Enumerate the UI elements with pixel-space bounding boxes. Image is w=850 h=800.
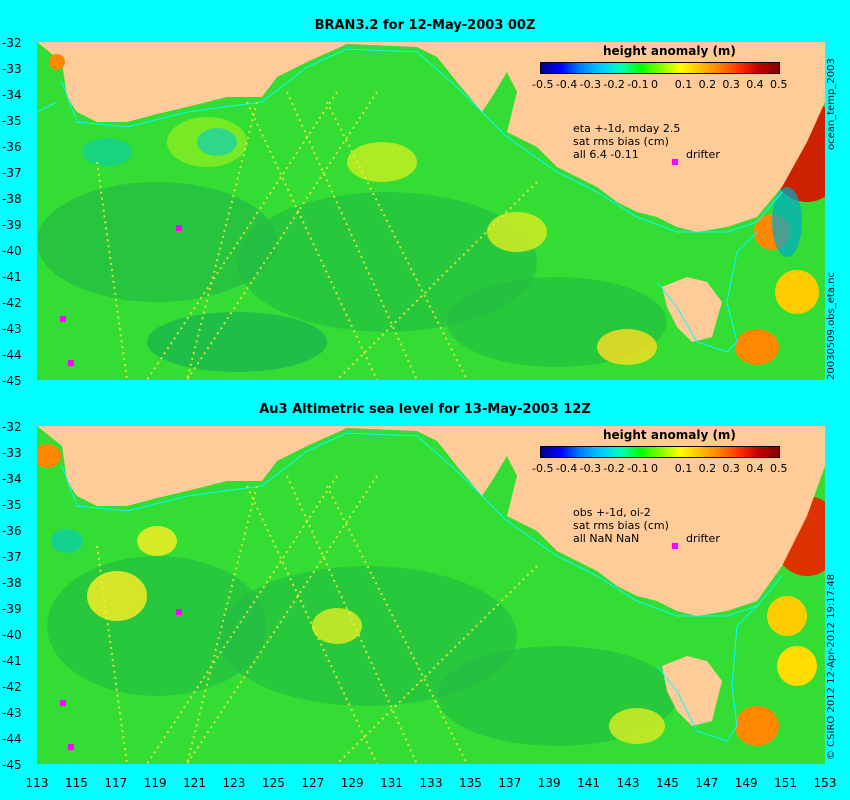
lon-tick-label: 121	[183, 776, 207, 790]
top-note: eta +-1d, mday 2.5 sat rms bias (cm) all…	[573, 122, 681, 161]
side-label-bottom: © CSIRO 2012 12-Apr-2012 19:17:48	[826, 573, 837, 760]
lon-tick-label: 135	[458, 776, 482, 790]
lat-tick-label: -37	[2, 166, 22, 180]
lat-tick-label: -39	[2, 602, 22, 616]
drifter-marker	[60, 316, 66, 322]
lat-tick-label: -32	[2, 420, 22, 434]
lon-tick-label: 123	[222, 776, 246, 790]
colorbar-tick-label: -0.4	[555, 462, 578, 475]
colorbar-tick-label: -0.2	[603, 78, 625, 91]
lat-tick-label: -33	[2, 446, 22, 460]
lon-tick-label: 115	[64, 776, 88, 790]
colorbar-tick-label: -0.1	[627, 78, 649, 91]
lat-tick-label: -41	[2, 654, 22, 668]
colorbar-tick-label: -0.1	[627, 462, 649, 475]
lon-tick-label: 145	[655, 776, 679, 790]
colorbar-tick-label: 0.3	[722, 462, 740, 475]
drifter-marker	[68, 360, 74, 366]
top-colorbar	[540, 62, 780, 74]
side-label-top-lower: 20030509.obs_eta.nc	[826, 272, 837, 380]
drifter-marker	[176, 609, 182, 615]
drifter-marker	[176, 225, 182, 231]
lon-tick-label: 151	[774, 776, 798, 790]
drifter-marker	[672, 159, 678, 165]
bottom-colorbar	[540, 446, 780, 458]
drifter-marker	[68, 744, 74, 750]
lon-tick-label: 137	[498, 776, 522, 790]
lat-tick-label: -32	[2, 36, 22, 50]
side-label-top-upper: ocean_temp_2003	[826, 58, 837, 150]
lon-tick-label: 149	[734, 776, 758, 790]
lat-tick-label: -36	[2, 140, 22, 154]
lat-tick-label: -44	[2, 732, 22, 746]
colorbar-tick-label: 0.1	[674, 462, 693, 475]
lat-tick-label: -38	[2, 192, 22, 206]
colorbar-tick-label: 0.4	[746, 462, 764, 475]
colorbar-tick-label: -0.3	[579, 78, 602, 91]
colorbar-tick-label: 0	[651, 78, 658, 91]
top-map	[37, 42, 825, 380]
colorbar-tick-label: -0.2	[603, 462, 625, 475]
lon-tick-label: 153	[813, 776, 837, 790]
lat-tick-label: -37	[2, 550, 22, 564]
lat-tick-label: -35	[2, 498, 22, 512]
lon-tick-label: 141	[577, 776, 601, 790]
lat-tick-label: -40	[2, 244, 22, 258]
lat-tick-label: -34	[2, 88, 22, 102]
bottom-panel-title: Au3 Altimetric sea level for 13-May-2003…	[259, 402, 591, 417]
lat-tick-label: -33	[2, 62, 22, 76]
lat-tick-label: -38	[2, 576, 22, 590]
colorbar-tick-label: 0.3	[722, 78, 740, 91]
bottom-legend-title: height anomaly (m)	[603, 428, 736, 442]
lon-tick-label: 119	[143, 776, 167, 790]
lon-tick-label: 127	[301, 776, 325, 790]
lat-tick-label: -35	[2, 114, 22, 128]
top-panel-title: BRAN3.2 for 12-May-2003 00Z	[314, 18, 536, 33]
colorbar-tick-label: 0.1	[674, 78, 693, 91]
colorbar-tick-label: -0.5	[532, 78, 554, 91]
colorbar-tick-label: 0.2	[698, 462, 717, 475]
lat-tick-label: -45	[2, 374, 22, 388]
lon-tick-label: 139	[537, 776, 561, 790]
drifter-marker	[672, 543, 678, 549]
colorbar-tick-label: -0.4	[555, 78, 578, 91]
lon-tick-label: 125	[261, 776, 285, 790]
lon-tick-label: 131	[380, 776, 404, 790]
colorbar-tick-label: 0.5	[770, 78, 788, 91]
lat-tick-label: -42	[2, 296, 22, 310]
lon-tick-label: 143	[616, 776, 640, 790]
bottom-map	[37, 426, 825, 764]
lon-tick-label: 117	[104, 776, 128, 790]
lat-tick-label: -39	[2, 218, 22, 232]
lat-tick-label: -43	[2, 706, 22, 720]
top-legend-title: height anomaly (m)	[603, 44, 736, 58]
lon-tick-label: 147	[695, 776, 719, 790]
lat-tick-label: -34	[2, 472, 22, 486]
lat-tick-label: -36	[2, 524, 22, 538]
lon-tick-label: 133	[419, 776, 443, 790]
drifter-marker	[60, 700, 66, 706]
bottom-drifter-label: drifter	[686, 532, 720, 545]
lon-tick-label: 113	[25, 776, 49, 790]
colorbar-tick-label: 0	[651, 462, 658, 475]
top-drifter-label: drifter	[686, 148, 720, 161]
lat-tick-label: -41	[2, 270, 22, 284]
bottom-note: obs +-1d, oi-2 sat rms bias (cm) all NaN…	[573, 506, 669, 545]
colorbar-tick-label: 0.5	[770, 462, 788, 475]
lon-tick-label: 129	[340, 776, 364, 790]
lat-tick-label: -43	[2, 322, 22, 336]
colorbar-tick-label: -0.3	[579, 462, 602, 475]
lat-tick-label: -40	[2, 628, 22, 642]
lat-tick-label: -45	[2, 758, 22, 772]
lat-tick-label: -44	[2, 348, 22, 362]
lat-tick-label: -42	[2, 680, 22, 694]
colorbar-tick-label: 0.4	[746, 78, 764, 91]
colorbar-tick-label: 0.2	[698, 78, 717, 91]
colorbar-tick-label: -0.5	[532, 462, 554, 475]
